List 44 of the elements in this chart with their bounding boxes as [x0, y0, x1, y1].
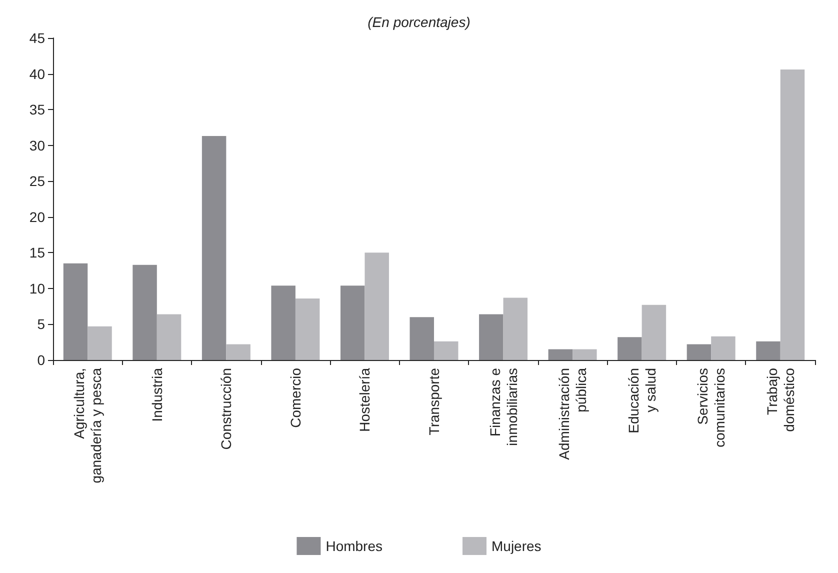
bar	[410, 317, 434, 360]
legend-label: Hombres	[326, 538, 383, 554]
bar	[132, 264, 157, 360]
legend-label: Mujeres	[492, 538, 542, 554]
x-tick-label: Agricultura, ganadería y pesca	[71, 368, 104, 484]
bar	[756, 341, 780, 360]
bar	[548, 349, 573, 360]
bar	[340, 286, 365, 360]
x-tick-label: Transporte	[426, 368, 442, 436]
bar	[63, 263, 88, 360]
bar	[711, 336, 736, 360]
y-tick-label: 40	[29, 66, 46, 82]
bar	[572, 349, 597, 360]
bar	[156, 314, 182, 360]
bar	[271, 286, 296, 360]
chart-subtitle: (En porcentajes)	[368, 14, 470, 30]
x-tick-label: Administración pública	[556, 368, 590, 460]
x-tick-label: Hostelería	[356, 368, 373, 432]
bar	[503, 298, 528, 360]
y-tick-label: 20	[29, 208, 46, 225]
bar	[88, 326, 112, 360]
y-tick-label: 5	[37, 316, 46, 332]
y-tick-label: 25	[29, 173, 46, 190]
x-tick-label: Finanzas e inmobiliarias	[486, 368, 520, 446]
bar	[618, 337, 642, 360]
bar	[434, 341, 458, 360]
bar	[686, 344, 712, 360]
bar	[780, 69, 805, 360]
x-tick-label: Comercio	[287, 368, 304, 428]
bar	[295, 298, 320, 360]
x-tick-label: Construcción	[218, 368, 234, 450]
y-tick-label: 10	[29, 280, 46, 296]
y-tick-label: 15	[29, 244, 46, 261]
y-tick-label: 35	[29, 102, 46, 118]
x-tick-label: Industria	[148, 368, 165, 422]
bar	[479, 314, 504, 360]
bar	[226, 344, 250, 360]
y-tick-label: 45	[29, 30, 46, 46]
bar	[364, 252, 389, 360]
bar	[642, 304, 666, 360]
y-tick-label: 30	[29, 137, 46, 154]
x-tick-label: Educación y salud	[625, 368, 658, 434]
y-tick-label: 0	[37, 352, 46, 368]
bar	[202, 136, 226, 360]
